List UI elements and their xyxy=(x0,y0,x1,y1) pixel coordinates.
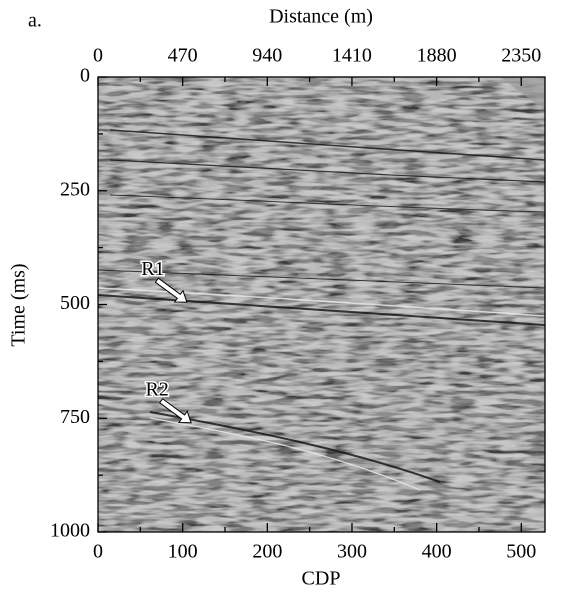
y-axis-title: Time (ms) xyxy=(8,263,30,346)
annotation-arrow xyxy=(158,398,192,424)
seismic-section xyxy=(98,77,545,532)
x2-tick-label: 940 xyxy=(252,45,282,67)
x-tick-label: 100 xyxy=(168,541,198,563)
annotation-label: R2 xyxy=(145,378,168,400)
x2-tick-label: 1410 xyxy=(332,45,372,67)
annotation-arrow xyxy=(154,277,188,303)
x2-axis-title: Distance (m) xyxy=(269,6,373,28)
x-axis-title: CDP xyxy=(302,568,341,590)
x2-tick-label: 2350 xyxy=(501,45,541,67)
x-tick-label: 0 xyxy=(93,541,103,563)
arrow-shape xyxy=(158,398,192,424)
y-tick-label: 750 xyxy=(60,406,90,428)
annotation-label: R1 xyxy=(141,258,164,280)
x-tick-label: 300 xyxy=(337,541,367,563)
x-tick-label: 200 xyxy=(252,541,282,563)
y-tick-label: 0 xyxy=(80,65,90,87)
x2-tick-label: 470 xyxy=(168,45,198,67)
x-tick-label: 400 xyxy=(422,541,452,563)
arrow-shape xyxy=(154,277,188,303)
x-tick-label: 500 xyxy=(506,541,536,563)
panel-label: a. xyxy=(28,10,42,32)
y-tick-label: 500 xyxy=(60,292,90,314)
x2-tick-label: 1880 xyxy=(417,45,457,67)
x2-tick-label: 0 xyxy=(93,45,103,67)
y-tick-label: 1000 xyxy=(50,520,90,542)
y-tick-label: 250 xyxy=(60,178,90,200)
